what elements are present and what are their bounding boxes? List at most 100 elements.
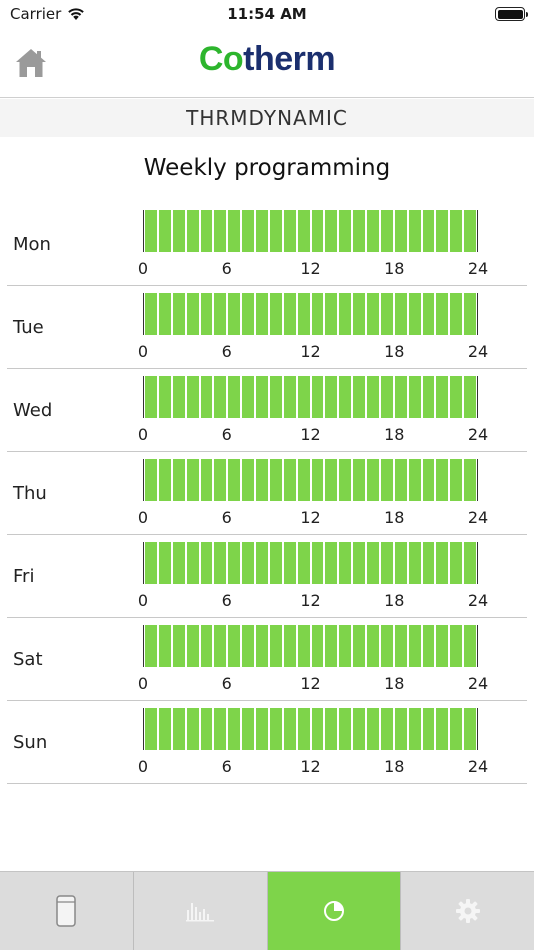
hour-slot[interactable] [380,459,393,501]
hour-slot[interactable] [464,708,476,750]
hour-slot[interactable] [297,625,310,667]
day-row-sat[interactable]: Sat 0 6 12 18 24 [7,618,527,701]
hour-slot[interactable] [450,376,463,418]
hour-slot[interactable] [380,376,393,418]
hour-slot[interactable] [214,542,227,584]
hour-slot[interactable] [269,293,282,335]
hour-slot[interactable] [228,293,241,335]
hour-slot[interactable] [269,210,282,252]
hour-slot[interactable] [283,376,296,418]
hour-slot[interactable] [214,625,227,667]
tab-settings[interactable] [401,872,534,950]
hour-slot[interactable] [172,459,185,501]
hour-slot[interactable] [422,459,435,501]
hour-slot[interactable] [450,542,463,584]
hour-slot[interactable] [256,459,268,501]
hour-slot[interactable] [228,625,241,667]
hour-slot[interactable] [339,293,352,335]
hour-slot[interactable] [353,293,365,335]
hour-slot[interactable] [311,542,324,584]
hour-slot[interactable] [464,210,476,252]
hour-slot[interactable] [325,293,338,335]
hour-slot[interactable] [422,542,435,584]
hour-slot[interactable] [256,293,268,335]
hour-slot[interactable] [269,625,282,667]
day-row-sun[interactable]: Sun 0 6 12 18 24 [7,701,527,784]
hour-slot[interactable] [172,708,185,750]
schedule-bar[interactable] [143,293,478,335]
hour-slot[interactable] [283,210,296,252]
schedule-bar[interactable] [143,210,478,252]
hour-slot[interactable] [172,210,185,252]
hour-slot[interactable] [186,708,199,750]
hour-slot[interactable] [394,542,407,584]
hour-slot[interactable] [367,293,379,335]
hour-slot[interactable] [297,542,310,584]
hour-slot[interactable] [145,459,157,501]
hour-slot[interactable] [339,210,352,252]
hour-slot[interactable] [256,708,268,750]
hour-slot[interactable] [353,625,365,667]
hour-slot[interactable] [228,542,241,584]
hour-slot[interactable] [158,459,171,501]
hour-slot[interactable] [450,625,463,667]
hour-slot[interactable] [394,459,407,501]
schedule-bar[interactable] [143,542,478,584]
hour-slot[interactable] [145,542,157,584]
hour-slot[interactable] [408,376,421,418]
hour-slot[interactable] [200,210,213,252]
hour-slot[interactable] [214,376,227,418]
hour-slot[interactable] [214,459,227,501]
hour-slot[interactable] [367,708,379,750]
hour-slot[interactable] [339,625,352,667]
hour-slot[interactable] [256,210,268,252]
hour-slot[interactable] [367,542,379,584]
hour-slot[interactable] [339,459,352,501]
hour-slot[interactable] [297,293,310,335]
hour-slot[interactable] [145,293,157,335]
day-row-thu[interactable]: Thu 0 6 12 18 24 [7,452,527,535]
day-row-fri[interactable]: Fri 0 6 12 18 24 [7,535,527,618]
hour-slot[interactable] [297,210,310,252]
hour-slot[interactable] [436,293,449,335]
hour-slot[interactable] [394,708,407,750]
hour-slot[interactable] [242,708,254,750]
hour-slot[interactable] [450,210,463,252]
hour-slot[interactable] [242,210,254,252]
hour-slot[interactable] [408,625,421,667]
hour-slot[interactable] [394,625,407,667]
hour-slot[interactable] [283,625,296,667]
hour-slot[interactable] [256,376,268,418]
hour-slot[interactable] [464,293,476,335]
hour-slot[interactable] [325,376,338,418]
hour-slot[interactable] [394,293,407,335]
hour-slot[interactable] [353,376,365,418]
hour-slot[interactable] [464,625,476,667]
hour-slot[interactable] [186,376,199,418]
hour-slot[interactable] [228,708,241,750]
hour-slot[interactable] [269,376,282,418]
hour-slot[interactable] [394,210,407,252]
hour-slot[interactable] [228,376,241,418]
day-row-mon[interactable]: Mon 0 6 12 18 24 [7,203,527,286]
hour-slot[interactable] [214,293,227,335]
hour-slot[interactable] [172,293,185,335]
tab-statistics[interactable] [134,872,268,950]
hour-slot[interactable] [311,459,324,501]
hour-slot[interactable] [408,293,421,335]
schedule-bar[interactable] [143,376,478,418]
hour-slot[interactable] [200,376,213,418]
hour-slot[interactable] [464,542,476,584]
hour-slot[interactable] [422,210,435,252]
hour-slot[interactable] [256,542,268,584]
hour-slot[interactable] [214,210,227,252]
hour-slot[interactable] [367,210,379,252]
hour-slot[interactable] [380,293,393,335]
hour-slot[interactable] [269,708,282,750]
tab-programming[interactable] [267,872,402,950]
hour-slot[interactable] [158,293,171,335]
hour-slot[interactable] [394,376,407,418]
hour-slot[interactable] [283,708,296,750]
schedule-bar[interactable] [143,459,478,501]
hour-slot[interactable] [408,708,421,750]
